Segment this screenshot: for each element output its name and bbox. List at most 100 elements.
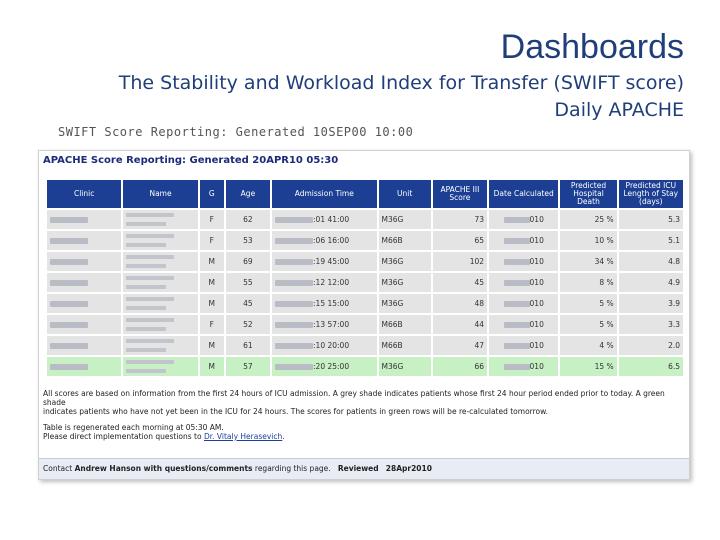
- cell-age: 57: [225, 357, 271, 376]
- cell-unit-value: M36G: [381, 362, 404, 371]
- cell-age: 45: [225, 294, 271, 313]
- cell-unit-value: M66B: [381, 236, 403, 245]
- col-predicted-los[interactable]: Predicted ICU Length of Stay (days): [618, 180, 683, 208]
- redacted-cell: [47, 357, 122, 376]
- footer-contact-link[interactable]: Andrew Hanson with questions/comments: [74, 464, 253, 473]
- redacted-date: [503, 238, 530, 244]
- cell-unit-value: M66B: [381, 320, 403, 329]
- cell-apache-score: 65: [432, 231, 488, 250]
- col-admission-time[interactable]: Admission Time: [272, 180, 377, 208]
- cell-age-value: 45: [243, 299, 253, 308]
- cell-unit-value: M36G: [381, 257, 404, 266]
- herasevich-link[interactable]: Dr. Vitaly Herasevich: [203, 431, 283, 441]
- cell-gender-value: M: [208, 341, 216, 350]
- redacted-date: [275, 322, 314, 328]
- cell-age-value: 62: [243, 215, 253, 224]
- cell-apache-score-value: 47: [474, 341, 485, 350]
- note-regenerated: Table is regenerated each morning at 05:…: [43, 422, 224, 432]
- cell-gender: M: [199, 294, 224, 313]
- cell-date-calculated: 010: [489, 252, 559, 271]
- table-row: M 61:10 20:00 M66B 47 010 4 % 2.0: [47, 336, 683, 355]
- cell-predicted-los: 3.9: [618, 294, 683, 313]
- cell-gender: M: [199, 336, 224, 355]
- redacted-cell: [47, 231, 122, 250]
- cell-predicted-death: 8 %: [560, 273, 617, 292]
- redacted-date: [503, 217, 530, 223]
- col-unit[interactable]: Unit: [378, 180, 431, 208]
- cell-predicted-death-value: 15 %: [594, 362, 614, 371]
- cell-apache-score: 45: [432, 273, 488, 292]
- redacted-name-line: [126, 212, 175, 217]
- footer-contact-suffix: regarding this page.: [252, 464, 331, 473]
- redacted-date: [503, 364, 530, 370]
- slide-subtitle-apache: Daily APACHE: [554, 99, 684, 121]
- cell-gender: F: [199, 210, 224, 229]
- table-row: F 52:13 57:00 M66B 44 010 5 % 3.3: [47, 315, 683, 334]
- cell-apache-score-value: 102: [469, 257, 485, 266]
- cell-gender: F: [199, 231, 224, 250]
- redacted-cell: [47, 252, 122, 271]
- cell-predicted-death-value: 4 %: [599, 341, 614, 350]
- redacted-name-line: [126, 254, 175, 259]
- cell-predicted-los-value: 6.5: [668, 362, 680, 371]
- cell-apache-score-value: 65: [474, 236, 485, 245]
- redacted-date: [503, 343, 530, 349]
- cell-gender: M: [199, 273, 224, 292]
- cell-age: 52: [225, 315, 271, 334]
- redacted-name-line: [126, 233, 175, 238]
- redacted-cell: [123, 336, 198, 355]
- cell-apache-score-value: 48: [474, 299, 485, 308]
- table-header-row: Clinic Name G Age Admission Time Unit AP…: [47, 180, 683, 208]
- cell-unit: M36G: [378, 357, 431, 376]
- report-notes: All scores are based on information from…: [43, 389, 683, 441]
- col-name[interactable]: Name: [123, 180, 198, 208]
- cell-admission-time: :06 16:00: [272, 231, 377, 250]
- redacted-cell: [123, 252, 198, 271]
- cell-apache-score-value: 44: [474, 320, 485, 329]
- cell-predicted-los: 2.0: [618, 336, 683, 355]
- cell-age: 69: [225, 252, 271, 271]
- redacted-name-line: [126, 338, 175, 343]
- col-gender[interactable]: G: [199, 180, 224, 208]
- cell-predicted-los: 3.3: [618, 315, 683, 334]
- redacted-name-line: [126, 242, 167, 247]
- cell-gender-value: M: [208, 362, 216, 371]
- footer-reviewed-date: 28Apr2010: [385, 464, 432, 473]
- cell-apache-score-value: 73: [474, 215, 485, 224]
- col-apache-score[interactable]: APACHE III Score: [432, 180, 488, 208]
- table-row: M 57:20 25:00 M36G 66 010 15 % 6.5: [47, 357, 683, 376]
- cell-predicted-los-value: 3.9: [668, 299, 680, 308]
- redacted-cell: [123, 231, 198, 250]
- cell-apache-score: 66: [432, 357, 488, 376]
- cell-predicted-death-value: 25 %: [594, 215, 614, 224]
- redacted-cell: [123, 357, 198, 376]
- cell-unit: M36G: [378, 252, 431, 271]
- cell-date-calculated-value: 010: [529, 320, 544, 329]
- redacted-date: [275, 259, 314, 265]
- cell-predicted-los: 5.1: [618, 231, 683, 250]
- cell-predicted-death: 25 %: [560, 210, 617, 229]
- cell-apache-score: 102: [432, 252, 488, 271]
- col-clinic[interactable]: Clinic: [47, 180, 122, 208]
- redacted-name-line: [126, 221, 167, 226]
- col-date-calculated[interactable]: Date Calculated: [489, 180, 559, 208]
- cell-predicted-death: 4 %: [560, 336, 617, 355]
- redacted-clinic: [50, 343, 88, 349]
- cell-admission-time-value: :12 12:00: [313, 278, 350, 287]
- cell-apache-score-value: 66: [474, 362, 485, 371]
- col-age[interactable]: Age: [225, 180, 271, 208]
- note-contact-suffix: .: [282, 431, 285, 441]
- report-title: APACHE Score Reporting: Generated 20APR1…: [43, 155, 339, 166]
- note-contact-prefix: Please direct implementation questions t…: [43, 431, 204, 441]
- cell-predicted-los-value: 5.3: [668, 215, 680, 224]
- cell-date-calculated: 010: [489, 336, 559, 355]
- redacted-clinic: [50, 238, 88, 244]
- col-predicted-death[interactable]: Predicted Hospital Death: [560, 180, 617, 208]
- cell-age: 53: [225, 231, 271, 250]
- footer-reviewed-label: Reviewed: [337, 464, 379, 473]
- cell-gender: M: [199, 357, 224, 376]
- cell-age: 61: [225, 336, 271, 355]
- cell-predicted-death: 34 %: [560, 252, 617, 271]
- cell-age: 62: [225, 210, 271, 229]
- redacted-date: [275, 280, 314, 286]
